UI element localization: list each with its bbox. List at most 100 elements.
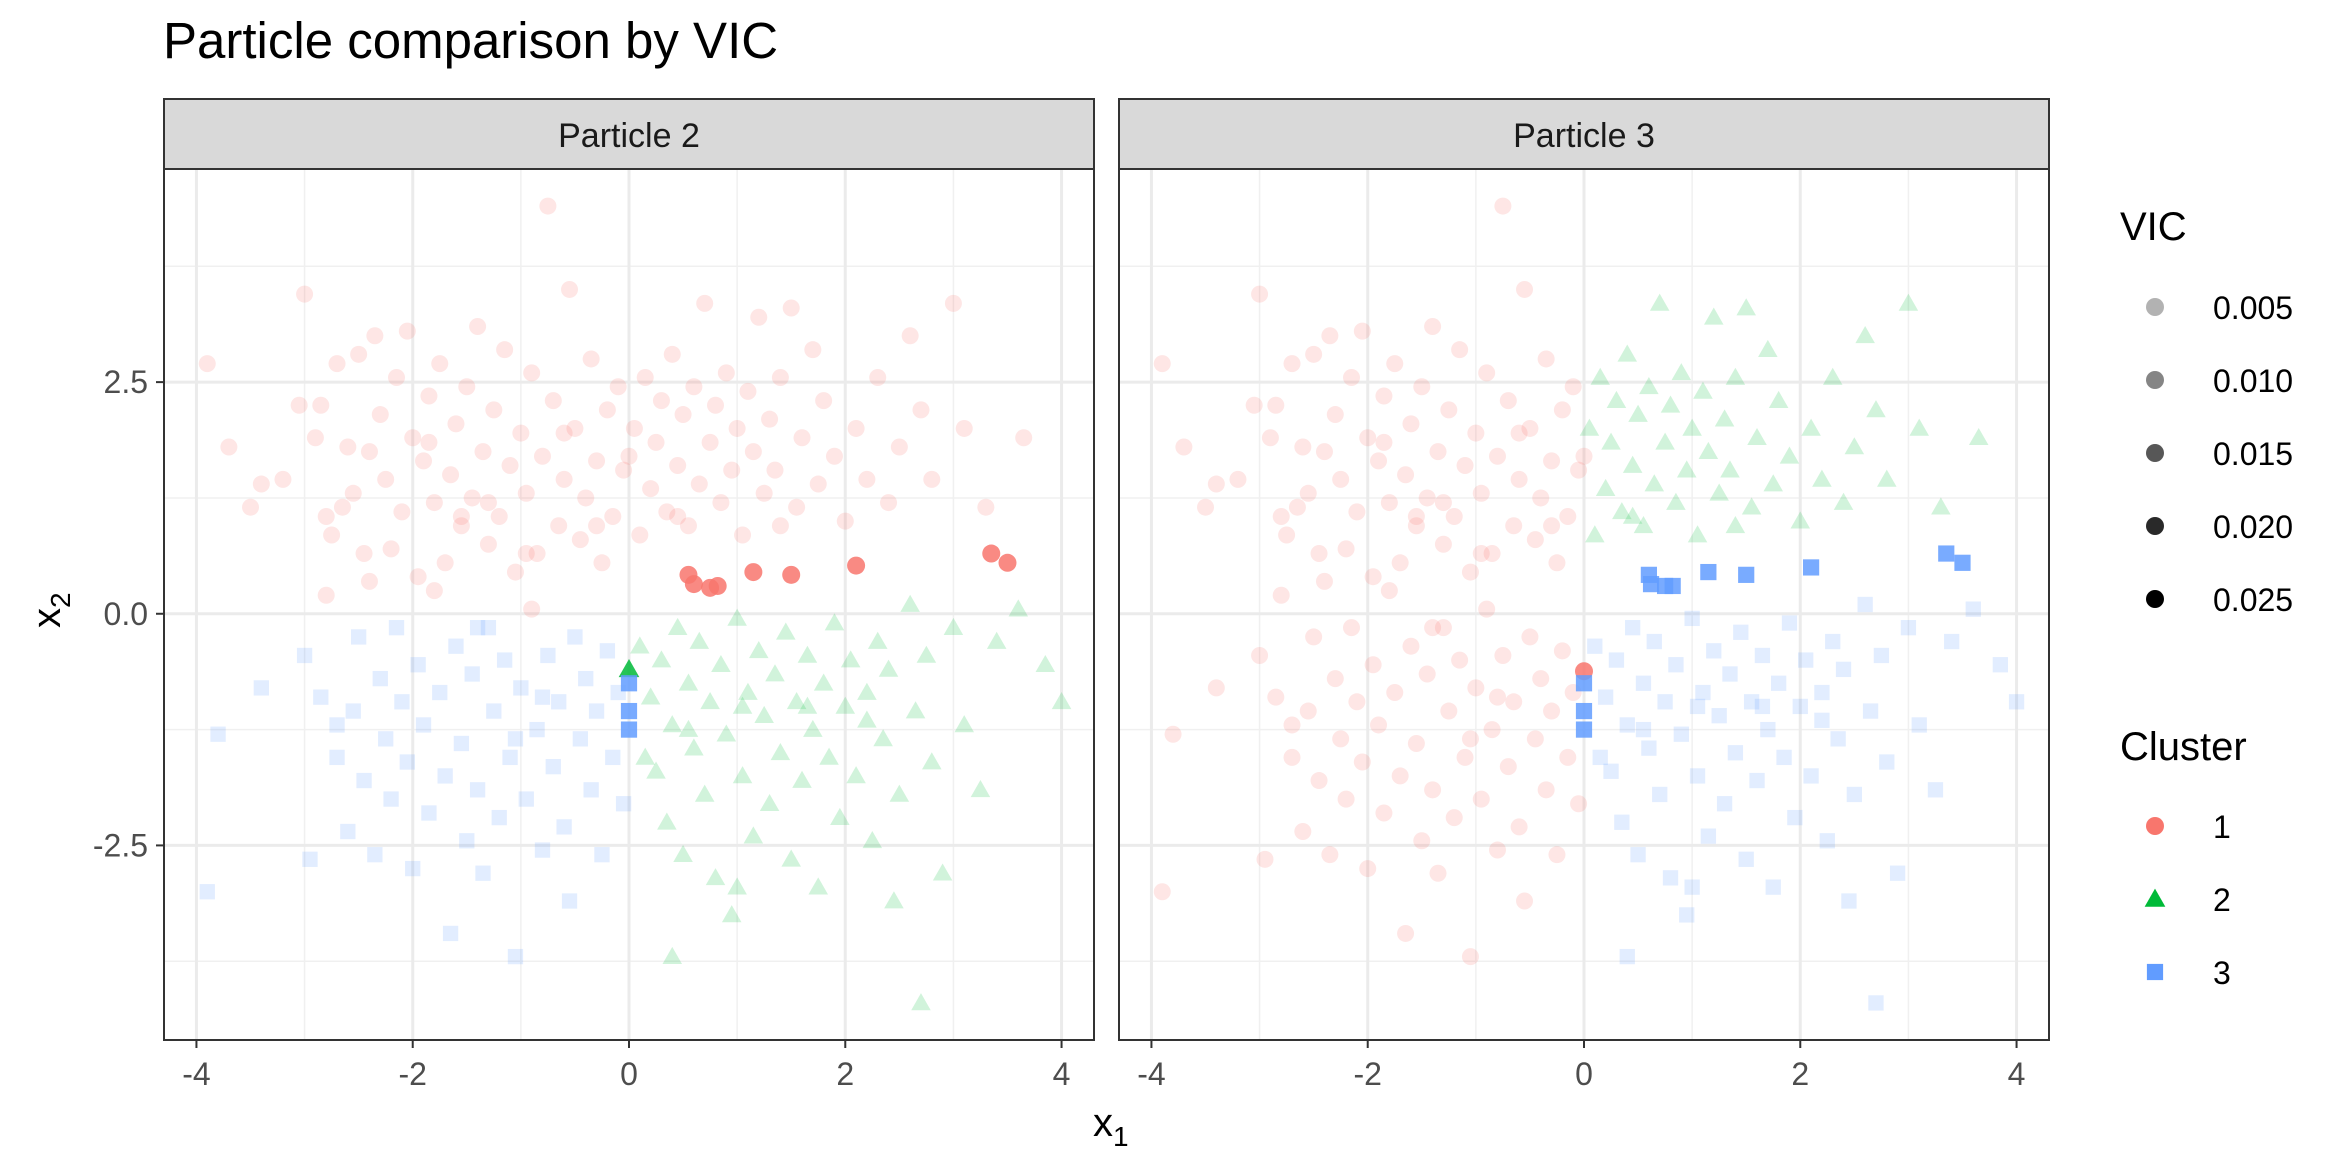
- point-cluster-1: [1251, 285, 1269, 303]
- point-cluster-2: [1768, 390, 1789, 408]
- point-cluster-3: [340, 823, 356, 840]
- point-cluster-3: [491, 809, 507, 826]
- point-cluster-2: [889, 784, 910, 802]
- point-cluster-1: [512, 424, 530, 442]
- point-cluster-1: [696, 294, 714, 312]
- point-cluster-1: [1537, 350, 1555, 368]
- highlight-point-cluster-1: [708, 576, 727, 595]
- point-cluster-1: [306, 429, 324, 447]
- point-cluster-3: [1754, 698, 1771, 715]
- point-cluster-3: [496, 652, 513, 668]
- point-cluster-1: [1251, 646, 1269, 664]
- x-tick-label: 4: [1053, 1056, 1071, 1092]
- point-cluster-1: [377, 470, 395, 488]
- point-cluster-1: [880, 494, 898, 512]
- point-cluster-2: [673, 844, 693, 863]
- point-cluster-2: [840, 650, 861, 668]
- point-cluster-1: [409, 568, 427, 586]
- point-cluster-3: [453, 735, 470, 752]
- point-cluster-1: [1521, 628, 1539, 646]
- legend-key-cluster-3: [2146, 963, 2164, 981]
- point-cluster-2: [1035, 654, 1056, 673]
- point-cluster-1: [296, 285, 314, 303]
- point-cluster-3: [583, 782, 599, 798]
- point-cluster-1: [463, 489, 481, 507]
- point-cluster-2: [986, 631, 1007, 649]
- point-cluster-3: [615, 796, 632, 812]
- point-cluster-1: [1461, 563, 1479, 581]
- legend-key-cluster-2: [2144, 888, 2166, 907]
- point-cluster-1: [1445, 507, 1463, 525]
- point-cluster-1: [1472, 484, 1490, 502]
- point-cluster-3: [469, 782, 486, 798]
- point-cluster-2: [640, 687, 661, 705]
- point-cluster-3: [1592, 749, 1608, 766]
- point-cluster-3: [1862, 703, 1879, 719]
- point-cluster-3: [1673, 726, 1689, 742]
- point-cluster-1: [1429, 443, 1447, 461]
- point-cluster-1: [701, 433, 719, 451]
- legend-label-cluster: 3: [2213, 955, 2231, 991]
- point-cluster-1: [923, 470, 941, 488]
- point-cluster-3: [1641, 740, 1657, 756]
- point-cluster-3: [605, 749, 621, 766]
- point-cluster-1: [1386, 684, 1404, 702]
- point-cluster-1: [1343, 368, 1360, 386]
- point-cluster-3: [296, 647, 313, 664]
- point-cluster-1: [1175, 438, 1193, 456]
- point-cluster-2: [819, 747, 839, 765]
- legend-label-cluster: 1: [2213, 809, 2231, 845]
- point-cluster-2: [1822, 367, 1843, 385]
- point-cluster-2: [867, 631, 888, 649]
- point-cluster-1: [1370, 716, 1388, 734]
- highlight-point-cluster-3: [1575, 721, 1593, 738]
- point-cluster-2: [743, 826, 764, 844]
- point-cluster-3: [356, 772, 372, 789]
- point-cluster-2: [1585, 525, 1605, 543]
- point-cluster-1: [523, 364, 541, 382]
- point-cluster-1: [1521, 419, 1539, 437]
- x-tick-label: 2: [836, 1056, 854, 1092]
- legend-label-vic: 0.005: [2213, 290, 2293, 326]
- point-cluster-1: [663, 345, 681, 363]
- point-cluster-3: [1825, 633, 1841, 650]
- point-cluster-1: [1326, 406, 1344, 424]
- point-cluster-1: [366, 327, 384, 345]
- point-cluster-1: [506, 563, 524, 581]
- point-cluster-1: [312, 396, 330, 414]
- point-cluster-1: [328, 355, 346, 373]
- point-cluster-2: [1676, 460, 1697, 478]
- point-cluster-2: [911, 993, 931, 1011]
- legend: VIC 0.005 0.010 0.015 0.020 0.025 Cluster 1 2 3: [2120, 205, 2293, 991]
- point-cluster-2: [1709, 483, 1729, 501]
- point-cluster-1: [869, 368, 887, 386]
- point-cluster-1: [1418, 489, 1436, 507]
- point-cluster-2: [884, 891, 904, 909]
- point-cluster-2: [857, 682, 877, 700]
- point-cluster-1: [1326, 670, 1344, 688]
- point-cluster-2: [846, 766, 866, 784]
- point-cluster-1: [571, 531, 589, 549]
- point-cluster-1: [528, 545, 546, 563]
- point-cluster-1: [523, 600, 541, 618]
- point-cluster-1: [815, 392, 833, 410]
- point-cluster-2: [1051, 692, 1072, 710]
- point-cluster-1: [425, 494, 443, 512]
- point-cluster-3: [1889, 865, 1906, 881]
- point-cluster-1: [674, 406, 692, 424]
- point-cluster-3: [1743, 694, 1760, 710]
- point-cluster-1: [1543, 517, 1561, 535]
- point-cluster-2: [1698, 441, 1719, 459]
- point-cluster-1: [1570, 461, 1588, 479]
- y-tick-label: -2.5: [93, 827, 148, 863]
- legend-label-vic: 0.015: [2213, 436, 2293, 472]
- x-axis: -4 -2 0 2 4 -4 -2 0 2 4: [182, 1040, 2025, 1092]
- point-cluster-1: [1380, 494, 1398, 512]
- point-cluster-3: [1625, 620, 1641, 636]
- point-cluster-1: [1370, 452, 1388, 470]
- point-cluster-2: [1898, 293, 1919, 311]
- point-cluster-3: [1727, 745, 1744, 761]
- point-cluster-1: [490, 507, 508, 525]
- point-cluster-1: [1278, 526, 1296, 544]
